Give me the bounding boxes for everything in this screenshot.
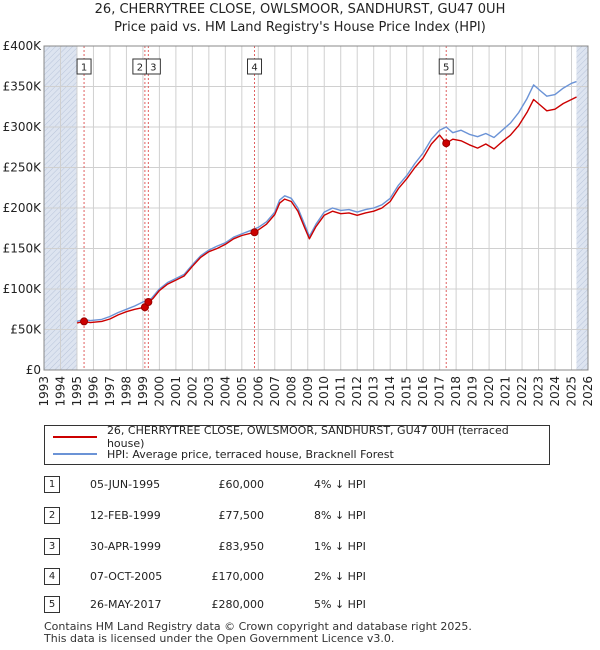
x-tick-label: 2026 bbox=[581, 376, 595, 407]
x-tick-label: 2021 bbox=[499, 376, 513, 407]
transaction-price: £280,000 bbox=[211, 598, 265, 611]
x-tick-label: 2012 bbox=[350, 376, 364, 407]
x-tick-label: 2002 bbox=[185, 376, 199, 407]
footer-copyright: Contains HM Land Registry data © Crown c… bbox=[44, 620, 472, 633]
x-tick-label: 1993 bbox=[37, 376, 51, 407]
legend-label-hpi: HPI: Average price, terraced house, Brac… bbox=[107, 447, 394, 461]
legend-item-property: 26, CHERRYTREE CLOSE, OWLSMOOR, SANDHURS… bbox=[53, 424, 549, 450]
hpi-series-line bbox=[76, 80, 577, 323]
legend-label-property: 26, CHERRYTREE CLOSE, OWLSMOOR, SANDHURS… bbox=[106, 424, 509, 450]
transaction-label-box bbox=[76, 58, 92, 75]
transaction-row: 3 30-APR-1999 £83,950 1% ↓ HPI bbox=[44, 538, 544, 556]
chart-plot: 1 2 3 4 5£0£50K£100K£150K£200K£250K£300K£350… bbox=[3, 39, 595, 407]
transaction-hpi-diff: 1% ↓ HPI bbox=[314, 540, 366, 553]
transaction-number: 1 bbox=[44, 476, 60, 493]
x-tick-label: 2017 bbox=[433, 376, 447, 407]
y-tick-label: £50K bbox=[10, 323, 42, 337]
x-tick-label: 2014 bbox=[383, 376, 397, 407]
x-tick-label: 2004 bbox=[218, 376, 232, 407]
transaction-number: 5 bbox=[44, 596, 60, 613]
footer-license: This data is licensed under the Open Gov… bbox=[44, 632, 395, 645]
property-series-line bbox=[76, 96, 577, 324]
x-tick-label: 1998 bbox=[119, 376, 133, 407]
x-tick-label: 2019 bbox=[466, 376, 480, 407]
transaction-date: 30-APR-1999 bbox=[90, 540, 162, 553]
sale-point bbox=[442, 139, 451, 148]
transaction-hpi-diff: 2% ↓ HPI bbox=[314, 570, 366, 583]
x-tick-label: 2003 bbox=[202, 376, 216, 407]
x-tick-label: 2024 bbox=[548, 376, 562, 407]
x-tick-label: 2025 bbox=[565, 376, 579, 407]
x-tick-label: 1996 bbox=[86, 376, 100, 407]
x-tick-label: 2023 bbox=[532, 376, 546, 407]
legend-swatch-property bbox=[53, 436, 97, 438]
transaction-date: 26-MAY-2017 bbox=[90, 598, 162, 611]
transaction-label: 4 bbox=[251, 63, 257, 74]
transaction-price: £77,500 bbox=[218, 509, 265, 522]
x-tick-label: 2015 bbox=[400, 376, 414, 407]
x-tick-label: 2005 bbox=[235, 376, 249, 407]
transaction-label: 3 bbox=[150, 63, 156, 74]
y-tick-label: £300K bbox=[3, 120, 43, 134]
x-tick-label: 2006 bbox=[251, 376, 265, 407]
y-tick-label: £0 bbox=[26, 363, 41, 377]
x-tick-label: 2008 bbox=[284, 376, 298, 407]
transaction-number: 2 bbox=[44, 507, 60, 524]
chart-subtitle: Price paid vs. HM Land Registry's House … bbox=[114, 20, 486, 35]
transaction-date: 05-JUN-1995 bbox=[90, 478, 161, 491]
transaction-hpi-diff: 4% ↓ HPI bbox=[314, 478, 366, 491]
transaction-date: 12-FEB-1999 bbox=[90, 509, 161, 522]
transaction-hpi-diff: 5% ↓ HPI bbox=[314, 598, 366, 611]
transaction-row: 1 05-JUN-1995 £60,000 4% ↓ HPI bbox=[44, 476, 544, 494]
y-tick-label: £100K bbox=[3, 282, 43, 296]
x-tick-label: 2016 bbox=[416, 376, 430, 407]
x-tick-label: 1995 bbox=[70, 376, 84, 407]
transaction-price: £170,000 bbox=[211, 570, 265, 583]
x-tick-label: 2013 bbox=[367, 376, 381, 407]
x-tick-label: 1997 bbox=[103, 376, 117, 407]
y-tick-label: £250K bbox=[3, 161, 43, 175]
transaction-row: 4 07-OCT-2005 £170,000 2% ↓ HPI bbox=[44, 568, 544, 586]
x-tick-label: 2010 bbox=[317, 376, 331, 407]
sale-point bbox=[80, 317, 89, 326]
sale-point bbox=[250, 228, 259, 237]
y-tick-label: £150K bbox=[3, 242, 43, 256]
legend-item-hpi: HPI: Average price, terraced house, Brac… bbox=[53, 446, 394, 462]
x-tick-label: 2011 bbox=[334, 376, 348, 407]
transaction-hpi-diff: 8% ↓ HPI bbox=[314, 509, 366, 522]
transaction-label: 5 bbox=[443, 63, 449, 74]
transaction-date: 07-OCT-2005 bbox=[90, 570, 163, 583]
x-tick-label: 2001 bbox=[169, 376, 183, 407]
x-tick-label: 2000 bbox=[152, 376, 166, 407]
transaction-row: 5 26-MAY-2017 £280,000 5% ↓ HPI bbox=[44, 596, 544, 614]
sale-point bbox=[144, 298, 153, 307]
y-tick-label: £350K bbox=[3, 80, 43, 94]
y-tick-label: £200K bbox=[3, 201, 43, 215]
x-tick-label: 2009 bbox=[301, 376, 315, 407]
transaction-label-box bbox=[247, 58, 263, 75]
plot-border bbox=[43, 45, 589, 371]
x-tick-label: 2022 bbox=[515, 376, 529, 407]
x-tick-label: 1999 bbox=[136, 376, 150, 407]
transaction-number: 4 bbox=[44, 568, 60, 585]
legend-swatch-hpi bbox=[53, 453, 97, 455]
transaction-label: 2 bbox=[137, 63, 143, 74]
transaction-label-box bbox=[438, 58, 454, 75]
x-tick-label: 2018 bbox=[449, 376, 463, 407]
chart-title-address: 26, CHERRYTREE CLOSE, OWLSMOOR, SANDHURS… bbox=[94, 2, 506, 17]
legend: 26, CHERRYTREE CLOSE, OWLSMOOR, SANDHURS… bbox=[44, 424, 550, 465]
x-tick-label: 1994 bbox=[53, 376, 67, 407]
x-tick-label: 2020 bbox=[482, 376, 496, 407]
y-tick-label: £400K bbox=[3, 39, 43, 53]
x-tick-label: 2007 bbox=[268, 376, 282, 407]
transaction-label-box bbox=[145, 58, 161, 75]
transaction-number: 3 bbox=[44, 538, 60, 555]
transaction-row: 2 12-FEB-1999 £77,500 8% ↓ HPI bbox=[44, 507, 544, 525]
transaction-price: £83,950 bbox=[218, 540, 265, 553]
transaction-price: £60,000 bbox=[218, 478, 265, 491]
transaction-label: 1 bbox=[81, 63, 87, 74]
